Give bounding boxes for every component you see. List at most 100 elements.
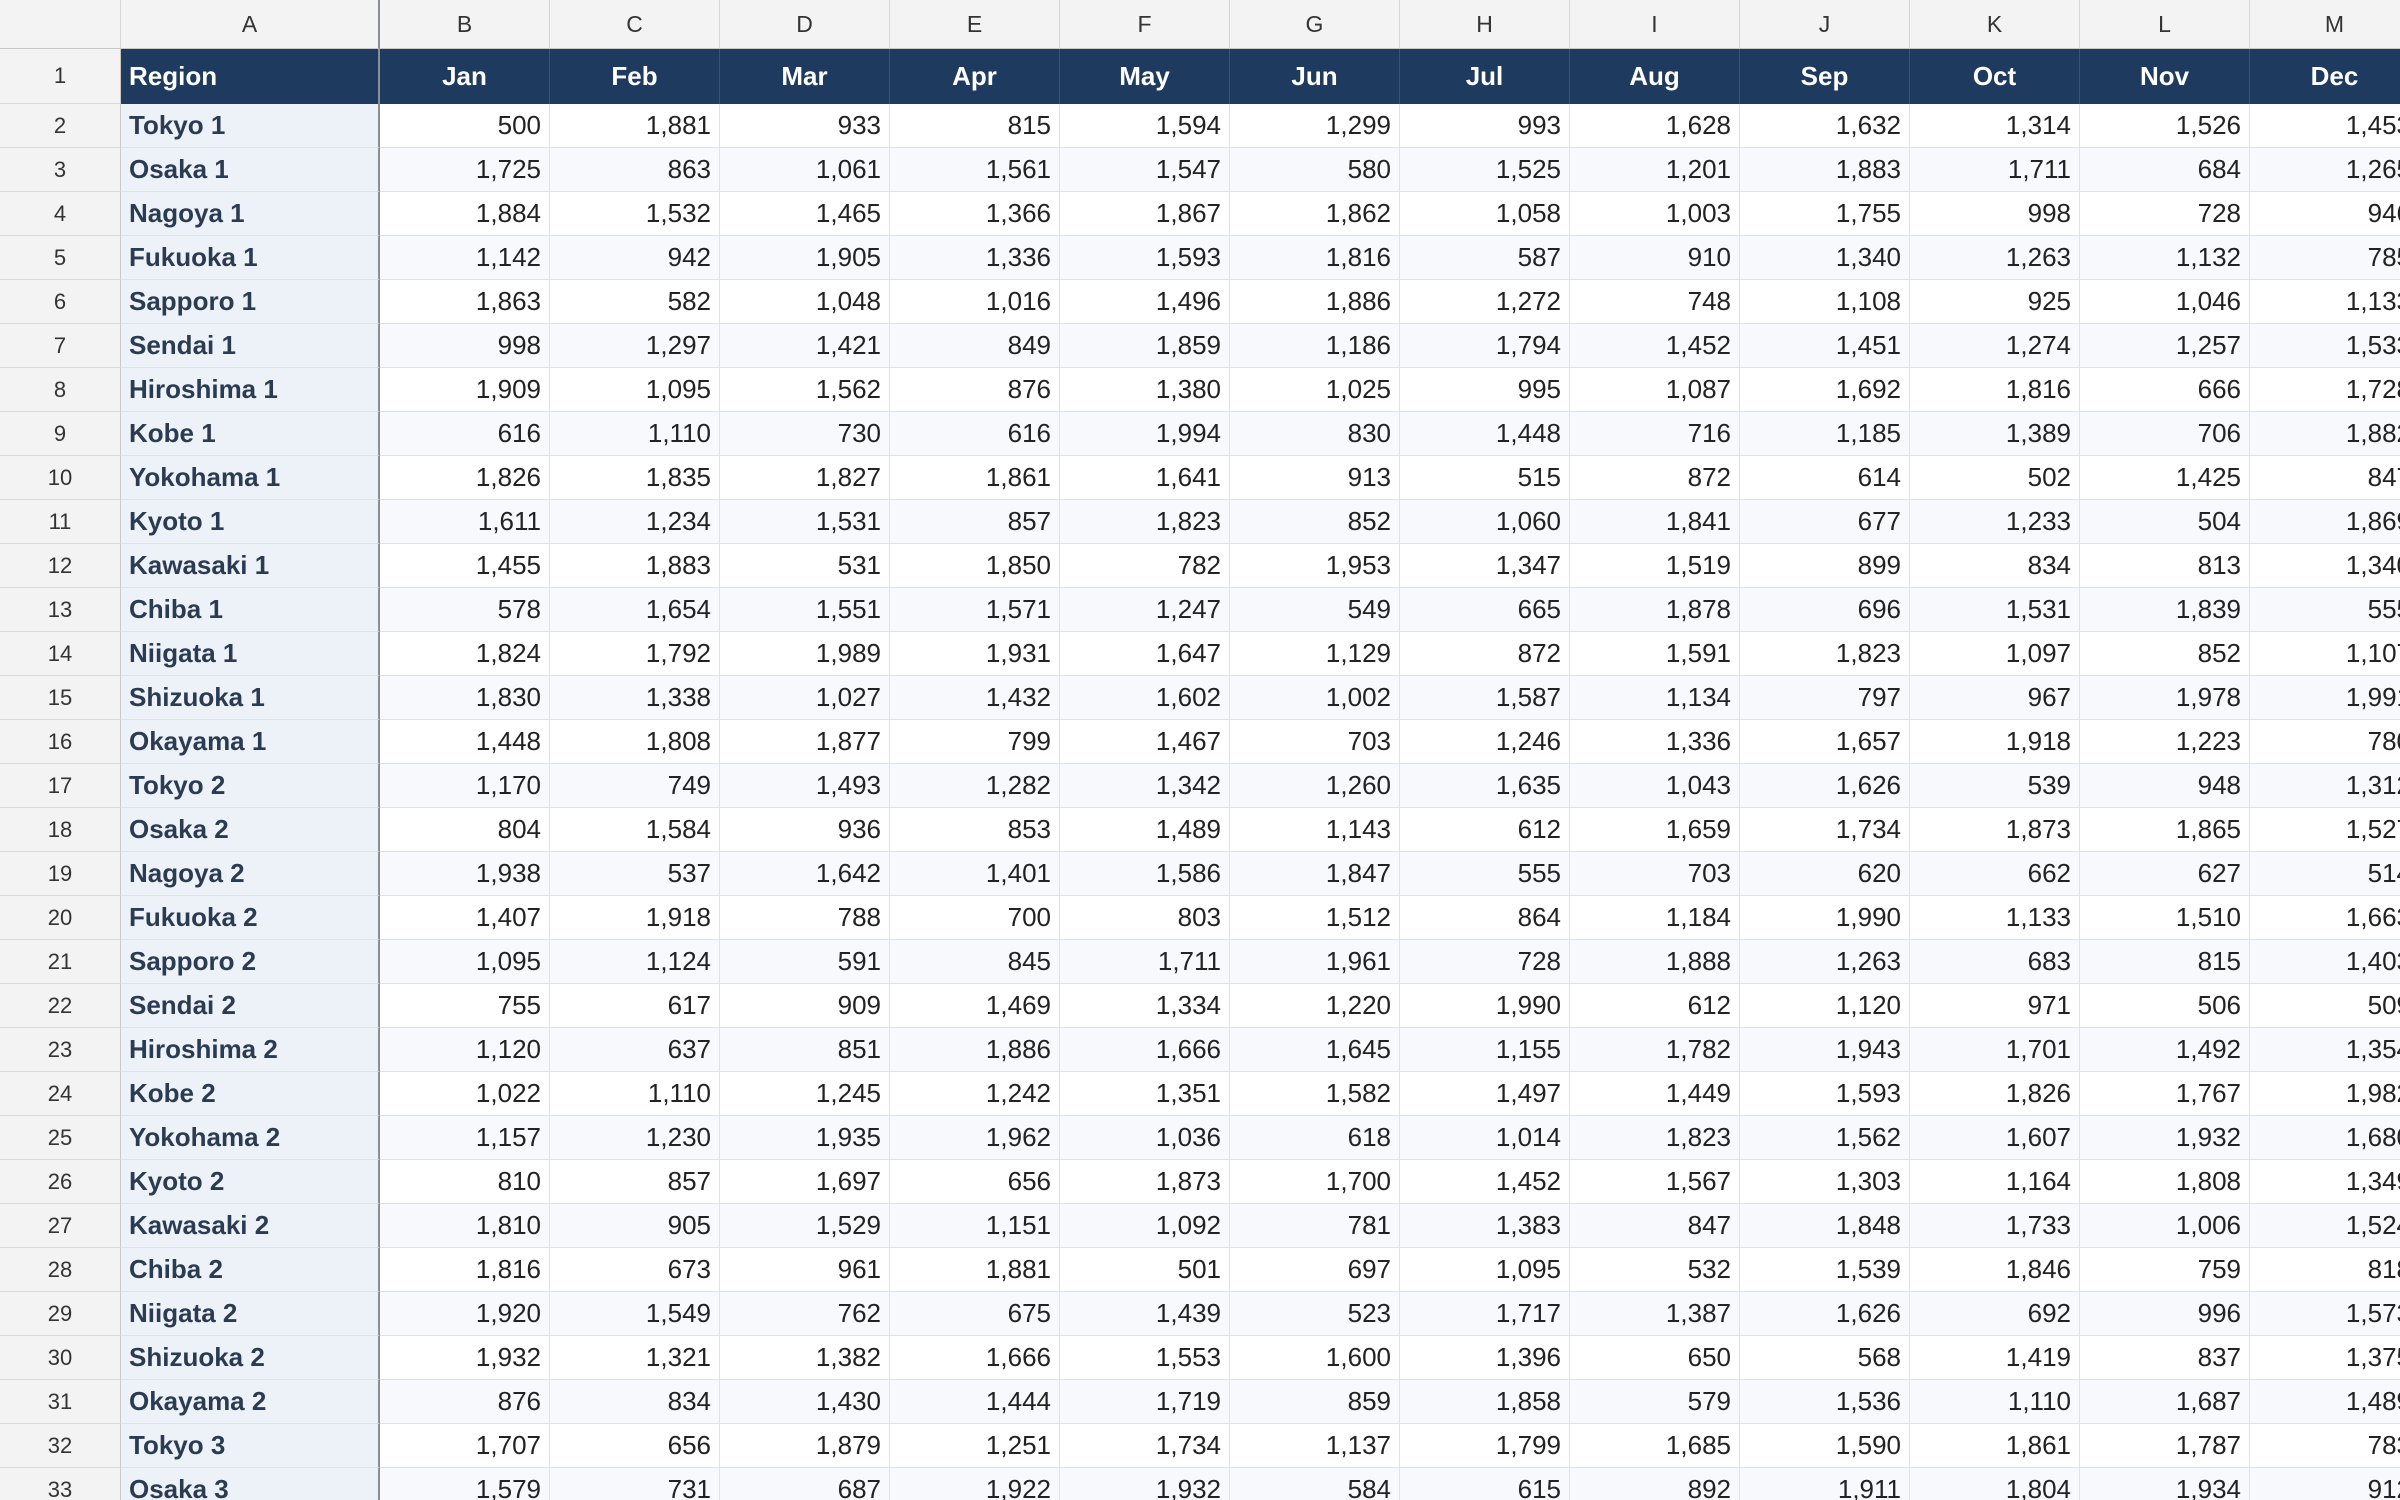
value-cell[interactable]: 1,025 — [1230, 368, 1400, 412]
value-cell[interactable]: 1,879 — [720, 1424, 890, 1468]
value-cell[interactable]: 697 — [1230, 1248, 1400, 1292]
value-cell[interactable]: 1,932 — [2080, 1116, 2250, 1160]
region-cell[interactable]: Sendai 1 — [121, 324, 380, 368]
value-cell[interactable]: 910 — [1570, 236, 1740, 280]
value-cell[interactable]: 1,878 — [1570, 588, 1740, 632]
column-header[interactable]: E — [890, 0, 1060, 49]
value-cell[interactable]: 618 — [1230, 1116, 1400, 1160]
value-cell[interactable]: 1,978 — [2080, 676, 2250, 720]
value-cell[interactable]: 1,407 — [380, 896, 550, 940]
value-cell[interactable]: 531 — [720, 544, 890, 588]
region-cell[interactable]: Tokyo 1 — [121, 104, 380, 148]
value-cell[interactable]: 555 — [1400, 852, 1570, 896]
row-number[interactable]: 19 — [0, 852, 121, 896]
value-cell[interactable]: 780 — [2250, 720, 2400, 764]
value-cell[interactable]: 1,767 — [2080, 1072, 2250, 1116]
value-cell[interactable]: 853 — [890, 808, 1060, 852]
row-number[interactable]: 7 — [0, 324, 121, 368]
region-cell[interactable]: Niigata 2 — [121, 1292, 380, 1336]
value-cell[interactable]: 1,659 — [1570, 808, 1740, 852]
value-cell[interactable]: 1,489 — [2250, 1380, 2400, 1424]
value-cell[interactable]: 1,274 — [1910, 324, 2080, 368]
value-cell[interactable]: 813 — [2080, 544, 2250, 588]
value-cell[interactable]: 1,401 — [890, 852, 1060, 896]
value-cell[interactable]: 1,529 — [720, 1204, 890, 1248]
value-cell[interactable]: 1,561 — [890, 148, 1060, 192]
region-cell[interactable]: Sendai 2 — [121, 984, 380, 1028]
value-cell[interactable]: 1,647 — [1060, 632, 1230, 676]
row-number[interactable]: 30 — [0, 1336, 121, 1380]
value-cell[interactable]: 1,430 — [720, 1380, 890, 1424]
region-cell[interactable]: Kobe 2 — [121, 1072, 380, 1116]
value-cell[interactable]: 1,881 — [550, 104, 720, 148]
row-number[interactable]: 20 — [0, 896, 121, 940]
value-cell[interactable]: 587 — [1400, 236, 1570, 280]
value-cell[interactable]: 1,888 — [1570, 940, 1740, 984]
region-cell[interactable]: Hiroshima 1 — [121, 368, 380, 412]
row-number[interactable]: 28 — [0, 1248, 121, 1292]
row-number[interactable]: 3 — [0, 148, 121, 192]
value-cell[interactable]: 1,850 — [890, 544, 1060, 588]
value-cell[interactable]: 1,336 — [890, 236, 1060, 280]
value-cell[interactable]: 933 — [720, 104, 890, 148]
value-cell[interactable]: 1,444 — [890, 1380, 1060, 1424]
value-cell[interactable]: 1,719 — [1060, 1380, 1230, 1424]
value-cell[interactable]: 687 — [720, 1468, 890, 1500]
value-cell[interactable]: 1,725 — [380, 148, 550, 192]
value-cell[interactable]: 876 — [890, 368, 1060, 412]
value-cell[interactable]: 1,642 — [720, 852, 890, 896]
value-cell[interactable]: 1,110 — [550, 1072, 720, 1116]
value-cell[interactable]: 675 — [890, 1292, 1060, 1336]
value-cell[interactable]: 615 — [1400, 1468, 1570, 1500]
value-cell[interactable]: 1,882 — [2250, 412, 2400, 456]
value-cell[interactable]: 1,584 — [550, 808, 720, 852]
row-number[interactable]: 10 — [0, 456, 121, 500]
value-cell[interactable]: 1,635 — [1400, 764, 1570, 808]
row-number[interactable]: 26 — [0, 1160, 121, 1204]
value-cell[interactable]: 872 — [1570, 456, 1740, 500]
region-cell[interactable]: Fukuoka 2 — [121, 896, 380, 940]
value-cell[interactable]: 514 — [2250, 852, 2400, 896]
value-cell[interactable]: 948 — [2080, 764, 2250, 808]
value-cell[interactable]: 1,571 — [890, 588, 1060, 632]
value-cell[interactable]: 1,366 — [890, 192, 1060, 236]
region-cell[interactable]: Osaka 1 — [121, 148, 380, 192]
value-cell[interactable]: 578 — [380, 588, 550, 632]
value-cell[interactable]: 1,525 — [1400, 148, 1570, 192]
value-cell[interactable]: 677 — [1740, 500, 1910, 544]
value-cell[interactable]: 1,014 — [1400, 1116, 1570, 1160]
column-header[interactable]: L — [2080, 0, 2250, 49]
column-header[interactable]: A — [121, 0, 380, 49]
value-cell[interactable]: 804 — [380, 808, 550, 852]
value-cell[interactable]: 683 — [1910, 940, 2080, 984]
value-cell[interactable]: 1,920 — [380, 1292, 550, 1336]
value-cell[interactable]: 781 — [1230, 1204, 1400, 1248]
value-cell[interactable]: 803 — [1060, 896, 1230, 940]
value-cell[interactable]: 1,862 — [1230, 192, 1400, 236]
value-cell[interactable]: 1,994 — [1060, 412, 1230, 456]
value-cell[interactable]: 1,697 — [720, 1160, 890, 1204]
value-cell[interactable]: 1,816 — [1910, 368, 2080, 412]
value-cell[interactable]: 1,953 — [1230, 544, 1400, 588]
value-cell[interactable]: 1,873 — [1060, 1160, 1230, 1204]
region-cell[interactable]: Kawasaki 1 — [121, 544, 380, 588]
value-cell[interactable]: 1,858 — [1400, 1380, 1570, 1424]
value-cell[interactable]: 1,536 — [1740, 1380, 1910, 1424]
value-cell[interactable]: 1,245 — [720, 1072, 890, 1116]
value-cell[interactable]: 1,297 — [550, 324, 720, 368]
value-cell[interactable]: 1,711 — [1060, 940, 1230, 984]
value-cell[interactable]: 1,272 — [1400, 280, 1570, 324]
value-cell[interactable]: 1,087 — [1570, 368, 1740, 412]
row-number[interactable]: 21 — [0, 940, 121, 984]
value-cell[interactable]: 1,382 — [720, 1336, 890, 1380]
header-cell[interactable]: Nov — [2080, 49, 2250, 104]
row-number[interactable]: 22 — [0, 984, 121, 1028]
value-cell[interactable]: 1,567 — [1570, 1160, 1740, 1204]
value-cell[interactable]: 1,432 — [890, 676, 1060, 720]
value-cell[interactable]: 967 — [1910, 676, 2080, 720]
value-cell[interactable]: 1,448 — [1400, 412, 1570, 456]
value-cell[interactable]: 700 — [890, 896, 1060, 940]
value-cell[interactable]: 568 — [1740, 1336, 1910, 1380]
value-cell[interactable]: 1,692 — [1740, 368, 1910, 412]
value-cell[interactable]: 996 — [2080, 1292, 2250, 1336]
